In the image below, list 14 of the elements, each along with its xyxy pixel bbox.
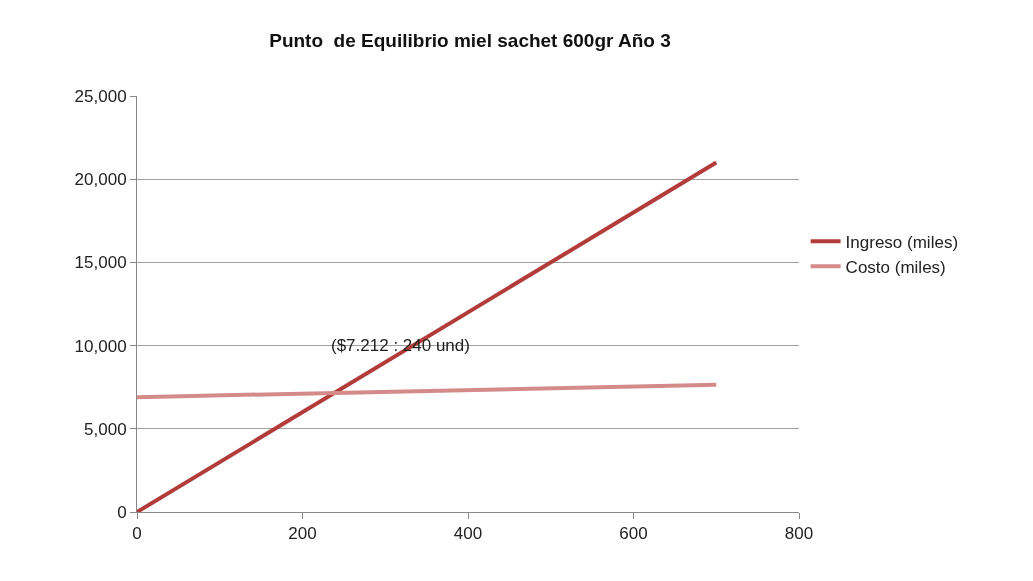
legend-label: Costo (miles) [845,257,946,277]
x-tick-label: 200 [288,524,317,544]
x-tick-label: 400 [453,524,483,544]
y-tick-label: 25,000 [74,86,127,106]
y-tick-label: 20,000 [74,170,127,190]
legend-label: Ingreso (miles) [845,232,959,252]
y-tick-label: 10,000 [74,336,127,356]
y-tick-label: 5,000 [84,419,127,439]
x-tick-label: 0 [132,524,142,544]
y-tick-label: 0 [117,502,127,522]
y-tick-label: 15,000 [74,253,127,273]
x-tick-label: 800 [784,524,814,544]
chart-title: Punto de Equilibrio miel sachet 600gr Año 3 [269,30,671,52]
x-tick-label: 600 [619,524,648,544]
